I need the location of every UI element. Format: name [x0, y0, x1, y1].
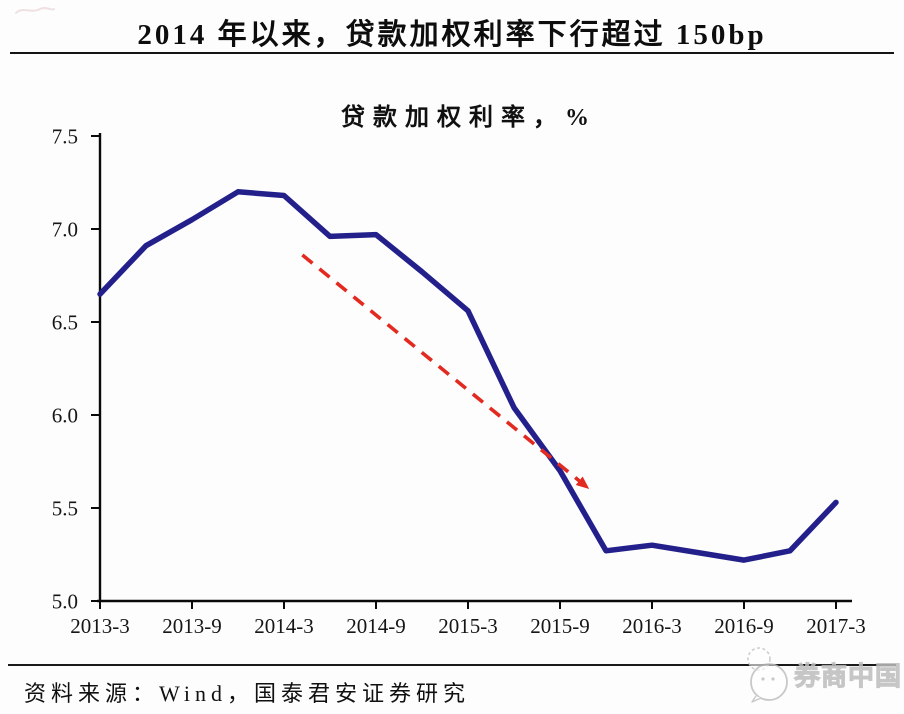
x-tick-label: 2017-3 [806, 614, 866, 638]
x-tick-label: 2014-9 [346, 614, 406, 638]
trend-arrow [301, 253, 590, 489]
y-tick-label: 6.5 [52, 311, 78, 335]
x-tick-label: 2015-9 [530, 614, 590, 638]
x-tick-label: 2013-3 [70, 614, 130, 638]
title-divider [10, 52, 894, 54]
y-tick-label: 7.0 [52, 218, 78, 242]
y-tick-label: 5.5 [52, 497, 78, 521]
x-tick-label: 2016-9 [714, 614, 774, 638]
chart-subtitle: 贷款加权利率，% [341, 105, 597, 131]
stray-pen-mark [15, 7, 55, 14]
y-tick-label: 5.0 [52, 590, 78, 614]
rate-line [97, 189, 839, 563]
x-tick-label: 2014-3 [254, 614, 314, 638]
figure-title: 2014 年以来，贷款加权利率下行超过 150bp [137, 19, 767, 51]
source-label: 资料来源：Wind，国泰君安证券研究 [24, 681, 470, 706]
chat-bubbles-icon [747, 647, 788, 703]
x-tick-label: 2015-3 [438, 614, 498, 638]
footer-divider [8, 664, 896, 666]
y-tick-label: 7.5 [52, 125, 78, 149]
watermark: 券商中国 [742, 644, 904, 712]
x-tick-label: 2016-3 [622, 614, 682, 638]
y-tick-label: 6.0 [52, 404, 78, 428]
watermark-text: 券商中国 [793, 662, 903, 692]
x-tick-label: 2013-9 [162, 614, 222, 638]
